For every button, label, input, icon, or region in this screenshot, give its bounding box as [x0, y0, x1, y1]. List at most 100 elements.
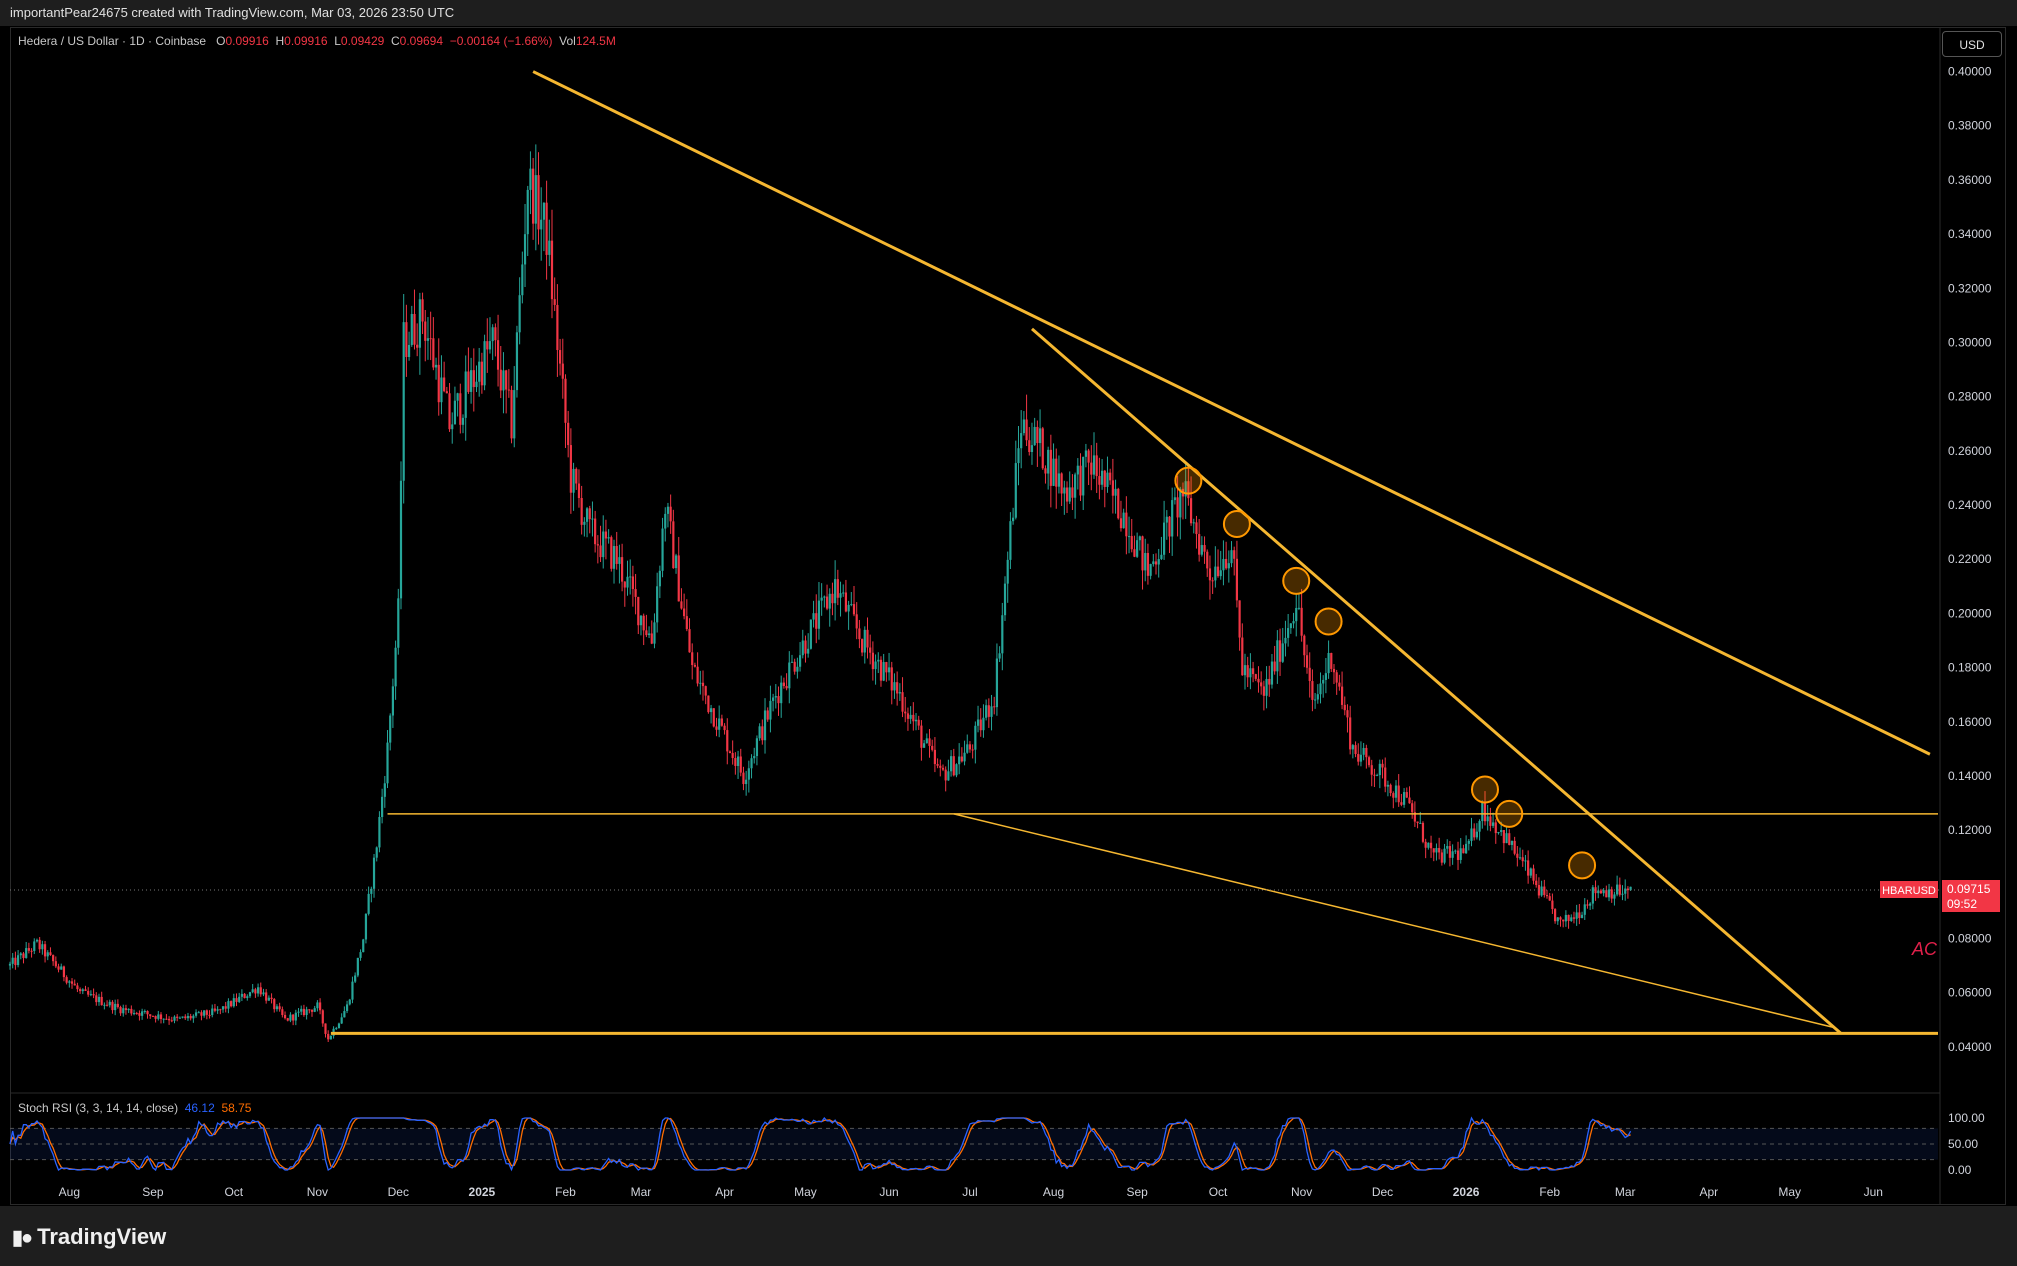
candle-body — [736, 756, 740, 766]
candle-body — [262, 992, 265, 995]
candle-body — [25, 948, 28, 958]
chart-frame[interactable] — [10, 27, 2006, 1205]
candle-body — [103, 1004, 106, 1006]
candle-body — [1524, 860, 1527, 862]
candle-body — [1084, 450, 1088, 457]
candle-body — [1311, 681, 1314, 700]
candle-body — [1616, 884, 1619, 895]
price-tag: HBARUSD 0.09715 09:52 — [1880, 880, 2000, 912]
candle-body — [1216, 566, 1220, 577]
candle-body — [232, 998, 235, 1007]
candle-body — [1074, 474, 1077, 498]
candle-body — [1030, 445, 1034, 452]
candle-body — [348, 999, 351, 1005]
candle-body — [367, 893, 370, 914]
time-tick-label: Nov — [307, 1185, 328, 1199]
price-tick-label: 0.18000 — [1948, 661, 1992, 675]
candle-body — [162, 1018, 165, 1020]
candle-body — [1262, 686, 1265, 696]
candle-body — [1319, 683, 1322, 695]
candle-body — [407, 344, 411, 358]
candle-body — [634, 589, 637, 597]
candle-body — [906, 713, 910, 719]
candle-body — [410, 313, 413, 345]
candle-body — [656, 586, 659, 623]
candle-body — [561, 363, 564, 379]
candle-body — [84, 989, 87, 991]
candle-body — [434, 364, 438, 368]
candle-body — [545, 202, 548, 255]
candle-body — [1421, 822, 1425, 842]
candle-body — [1230, 550, 1233, 564]
candle-body — [424, 321, 427, 341]
price-tick-label: 0.26000 — [1948, 444, 1992, 458]
candle-body — [1419, 822, 1422, 824]
candle-body — [437, 364, 440, 403]
candle-body — [1624, 888, 1627, 894]
candle-body — [952, 756, 955, 776]
tradingview-logo[interactable]: ▮● TradingView — [12, 1224, 166, 1250]
candle-body — [1443, 848, 1446, 863]
candle-body — [186, 1015, 190, 1019]
candle-body — [1092, 455, 1096, 475]
candle-body — [567, 422, 570, 446]
candle-body — [1527, 860, 1530, 876]
candle-body — [1100, 470, 1104, 485]
candle-body — [486, 341, 489, 350]
currency-button[interactable]: USD — [1942, 31, 2002, 57]
candle-body — [1028, 440, 1031, 452]
candle-body — [49, 952, 52, 956]
candle-body — [470, 370, 473, 392]
candle-body — [432, 338, 435, 368]
price-tick-label: 0.38000 — [1948, 119, 1992, 133]
candle-body — [1508, 833, 1511, 845]
candle-body — [318, 1002, 322, 1011]
candle-body — [265, 992, 268, 1001]
candle-body — [445, 391, 448, 394]
candle-body — [1295, 607, 1298, 622]
candle-body — [847, 604, 850, 612]
candle-body — [286, 1018, 289, 1021]
price-chart[interactable]: 0.40000 0.38000 0.36000 0.34000 0.32000 0.300… — [0, 0, 2017, 1206]
candle-body — [540, 219, 543, 230]
candle-body — [416, 344, 419, 348]
candle-body — [1481, 801, 1484, 822]
candle-body — [418, 299, 421, 348]
open-label: O — [216, 34, 226, 48]
candle-body — [798, 655, 802, 667]
candle-body — [275, 1006, 279, 1010]
candle-body — [1127, 536, 1131, 538]
candle-body — [230, 1001, 233, 1007]
candle-body — [227, 1001, 230, 1009]
candle-body — [402, 322, 405, 481]
candle-body — [496, 340, 500, 370]
candle-body — [858, 628, 861, 640]
candle-body — [1076, 465, 1079, 475]
candle-body — [1370, 765, 1373, 775]
candle-body — [1586, 904, 1589, 906]
candle-body — [1260, 682, 1263, 687]
stoch-rsi-legend[interactable]: Stoch RSI (3, 3, 14, 14, close) 46.12 58… — [18, 1101, 251, 1115]
candle-body — [421, 299, 424, 322]
trendlines-layer — [330, 70, 1938, 1035]
time-axis: Aug Sep Oct Nov Dec 2025 Feb Mar Apr May Jun Jul Aug… — [59, 1185, 1883, 1199]
candle-body — [569, 445, 572, 493]
candle-body — [688, 629, 691, 653]
candle-body — [1438, 848, 1441, 853]
candle-body — [626, 576, 629, 588]
candle-body — [807, 648, 810, 654]
candle-body — [294, 1012, 297, 1021]
candle-body — [1233, 550, 1236, 559]
candle-body — [990, 706, 993, 717]
candle-body — [801, 640, 804, 656]
candle-body — [1335, 672, 1338, 683]
candle-body — [1440, 852, 1443, 863]
candle-body — [739, 756, 742, 773]
brand-name: TradingView — [37, 1224, 167, 1249]
candle-body — [505, 370, 508, 390]
candle-body — [834, 579, 837, 604]
candle-body — [575, 468, 578, 484]
candle-body — [672, 521, 675, 569]
candle-body — [699, 682, 702, 684]
candle-body — [62, 966, 66, 978]
